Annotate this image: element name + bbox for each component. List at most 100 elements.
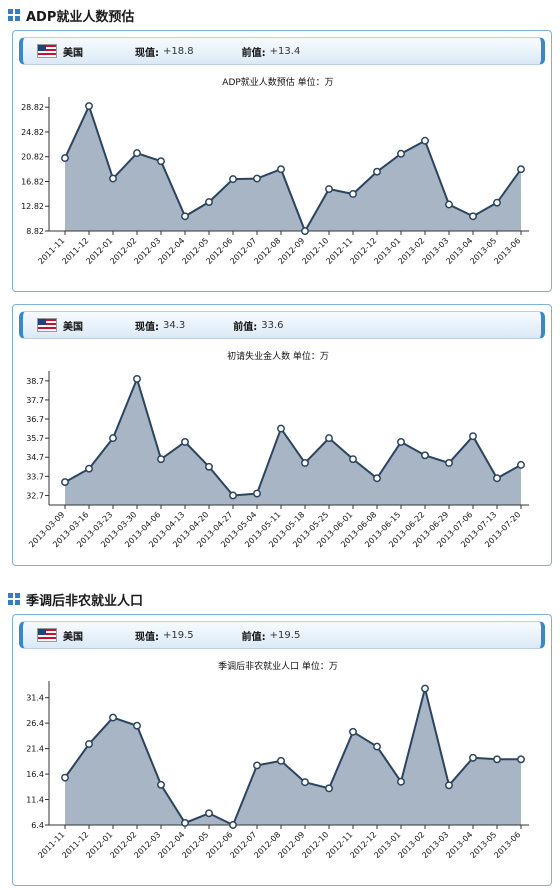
data-point [325,434,333,443]
current-label: 现值: [135,631,159,643]
us-flag-icon [37,318,57,332]
data-point [301,227,309,236]
y-tick-label: 8.82 [26,227,44,236]
chart-title: 季调后非农就业人口 单位：万 [218,660,338,672]
nonfarm-area-chart: 季调后非农就业人口 单位：万 6.4 11.4 16.4 21.4 26.4 31.4 201… [26,660,529,860]
us-flag-icon [37,628,57,642]
series-line [64,103,522,234]
data-point [109,434,117,443]
data-point [277,165,285,174]
previous-value: +19.5 [269,629,301,641]
y-tick-label: 6.4 [31,821,44,830]
data-point [493,755,501,764]
y-tick-label: 34.7 [26,453,44,462]
data-point [373,474,381,483]
y-tick-label: 24.82 [21,128,44,137]
data-point [253,489,261,498]
data-point [469,753,477,762]
data-point [445,781,453,790]
country-label: 美国 [63,631,83,643]
y-tick-label: 11.4 [26,796,44,805]
y-tick-label: 31.4 [26,694,44,703]
data-point [301,459,309,467]
chart-panel-nonfarm: 美国 现值: +19.5 前值: +19.5 季调后非农就业人口 单位：万 6.4… [12,614,552,886]
data-point [373,167,381,176]
data-point [349,727,357,736]
current-value: +19.5 [163,629,194,641]
data-point [493,198,501,207]
previous-label: 前值: [241,631,266,643]
y-tick-label: 36.7 [26,415,44,424]
area-fill [65,688,521,825]
data-point [349,455,357,464]
y-tick-label: 16.82 [21,177,44,186]
data-point [205,198,213,206]
country-label: 美国 [63,47,83,59]
chart-panel-jobless-claims: 美国 现值: 34.3 前值: 33.6 初请失业金人数 单位：万 32.7 33.… [12,304,552,566]
data-point [421,684,429,693]
data-point [157,780,165,789]
jobless-claims-area-chart: 初请失业金人数 单位：万 32.7 33.7 34.7 35.7 36.7 37.7 38.7… [26,350,529,549]
x-tick-label: 2013-06 [492,830,522,860]
area-fill [65,106,521,232]
section-title: 季调后非农就业人口 [26,593,144,609]
data-point [205,809,213,818]
data-point [325,784,333,793]
indicator-bar: 美国 现值: 34.3 前值: 33.6 [19,311,545,339]
adp-area-chart: ADP就业人数预估 单位：万 8.82 12.82 16.82 20.82 24.82 28… [21,76,529,266]
series-line [64,375,522,497]
indicator-bar: 美国 现值: +18.8 前值: +13.4 [19,37,545,65]
us-flag-icon [37,44,57,58]
y-tick-label: 16.4 [26,770,44,779]
data-point [61,478,69,487]
section-header-adp: ADP就业人数预估 [0,2,560,28]
data-point [61,773,69,782]
current-value: 34.3 [163,319,186,331]
data-point [445,459,453,467]
data-point [61,154,69,163]
current-value: +18.8 [163,45,194,57]
data-point [229,175,237,184]
data-point [517,460,525,469]
data-point [181,438,189,446]
current-label: 现值: [135,47,159,59]
data-point [397,149,405,158]
data-point [109,713,117,722]
data-point [85,740,93,748]
y-tick-label: 37.7 [26,396,44,405]
data-point [469,212,477,221]
data-point [229,821,237,829]
data-point [445,200,453,209]
chart-title: 初请失业金人数 单位：万 [227,350,329,362]
data-point [325,185,333,193]
section-title: ADP就业人数预估 [26,9,135,25]
chart-panel-adp: 美国 现值: +18.8 前值: +13.4 ADP就业人数预估 单位：万 8.8… [12,30,552,292]
data-point [277,424,285,433]
country-label: 美国 [63,321,83,333]
y-tick-label: 32.7 [26,491,44,500]
data-point [157,157,165,166]
data-point [517,165,525,174]
data-point [517,755,525,764]
data-point [229,491,237,500]
previous-label: 前值: [233,321,258,333]
series-line [64,688,521,827]
data-point [493,474,501,483]
data-point [205,462,213,471]
previous-label: 前值: [241,47,266,59]
data-point [109,174,117,183]
data-point [469,432,477,441]
data-point [253,761,261,770]
area-fill [65,378,521,505]
x-tick-label: 2013-06 [492,236,522,266]
grid-icon [8,593,20,605]
data-point [397,777,405,786]
current-label: 现值: [135,321,159,333]
data-point [157,455,165,464]
data-point [133,721,141,730]
data-point [421,136,429,145]
y-tick-label: 38.7 [26,377,44,386]
previous-value: 33.6 [261,319,284,331]
y-tick-label: 26.4 [26,719,44,728]
data-point [85,102,93,111]
